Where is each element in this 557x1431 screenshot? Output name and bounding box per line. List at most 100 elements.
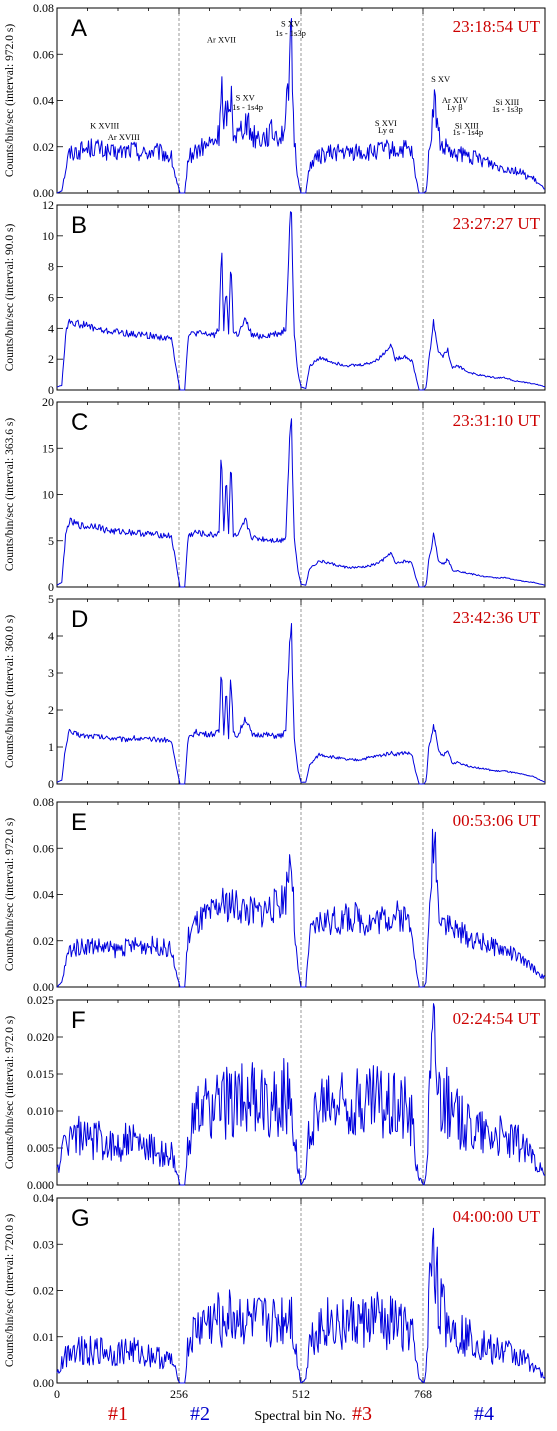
spectral-line-label: Ar XVIII	[108, 132, 140, 142]
y-tick-label: 0.025	[27, 993, 54, 1007]
spectral-line-label: Si XIII	[495, 97, 519, 107]
spectrum-series	[56, 828, 546, 988]
x-axis-title: Spectral bin No.	[254, 1409, 345, 1424]
panel-letter: B	[71, 212, 87, 239]
y-tick-label: 20	[42, 395, 54, 409]
y-tick-label: 6	[48, 291, 54, 305]
y-tick-label: 0.08	[33, 795, 54, 809]
y-tick-label: 3	[48, 666, 54, 680]
spectral-line-label: Ly α	[378, 125, 394, 135]
spectral-line-label: K XVIII	[90, 120, 119, 130]
panel-letter: F	[71, 1007, 86, 1034]
y-tick-label: 5	[48, 592, 54, 606]
y-axis-title: Counts/bin/sec (interval: 363.6 s)	[4, 418, 16, 571]
detector-label: #3	[352, 1403, 372, 1425]
y-tick-label: 0.04	[33, 888, 54, 902]
y-tick-label: 0.02	[33, 934, 54, 948]
y-tick-label: 0	[48, 383, 54, 397]
y-tick-label: 0.06	[33, 841, 54, 855]
panel-letter: E	[71, 809, 87, 836]
y-tick-label: 0.005	[27, 1141, 54, 1155]
y-tick-label: 0.00	[33, 980, 54, 994]
spectrum-series	[56, 1003, 546, 1186]
y-tick-label: 0	[48, 777, 54, 791]
panel-f: 0.000 0.005 0.010 0.015 0.020 0.025 Counts/bin…	[4, 993, 546, 1192]
spectral-line-label: S XVI	[375, 118, 397, 128]
bottom-axis-group: Spectral bin No. 0 256 512 768 #1 #2 #3 #4	[54, 1387, 494, 1425]
detector-label: #4	[474, 1403, 494, 1425]
y-tick-label: 0.08	[33, 1, 54, 15]
spectral-line-label: S XV	[236, 93, 256, 103]
y-axis-title: Counts/bin/sec (interval: 972.0 s)	[4, 1016, 16, 1169]
timestamp-label: 23:31:10 UT	[453, 411, 541, 430]
y-tick-label: 0.06	[33, 47, 54, 61]
x-tick-label: 512	[292, 1387, 310, 1401]
detector-label: #1	[108, 1403, 128, 1425]
detector-label: #2	[190, 1403, 210, 1425]
y-tick-label: 10	[42, 229, 54, 243]
y-axis-title: Counts/bin/sec (interval: 360.0 s)	[4, 615, 16, 768]
panel-c: 0 5 10 15 20 Counts/bin/sec (interval: 363.6 …	[4, 395, 546, 594]
spectral-line-label: 1s - 1s4p	[452, 127, 483, 137]
spectral-line-label: Ar XIV	[442, 95, 469, 105]
timestamp-label: 23:18:54 UT	[453, 17, 541, 36]
y-tick-label: 8	[48, 260, 54, 274]
y-tick-label: 0.00	[33, 186, 54, 200]
timestamp-label: 04:00:00 UT	[453, 1207, 541, 1226]
y-axis-title: Counts/bin/sec (interval: 90.0 s)	[4, 224, 16, 372]
spectral-line-label: Si XIII	[455, 120, 479, 130]
y-tick-label: 0.000	[27, 1178, 54, 1192]
y-tick-label: 0.01	[33, 1330, 54, 1344]
y-tick-label: 4	[48, 629, 54, 643]
y-tick-label: 12	[42, 198, 54, 212]
spectral-line-label: 1s - 1s3p	[492, 104, 523, 114]
spectral-line-label: S XV	[431, 74, 451, 84]
y-tick-label: 0.04	[33, 1191, 54, 1205]
x-tick-label: 768	[414, 1387, 432, 1401]
spectrum-series	[56, 418, 546, 588]
spectral-line-label: Ly β	[447, 102, 462, 112]
spectral-line-label: S XV	[281, 19, 301, 29]
panel-letter: D	[71, 606, 88, 633]
timestamp-label: 23:27:27 UT	[453, 214, 541, 233]
y-tick-label: 1	[48, 740, 54, 754]
spectrum-series	[56, 18, 545, 194]
y-axis-title: Counts/bin/sec (interval: 972.0 s)	[4, 818, 16, 971]
y-tick-label: 2	[48, 703, 54, 717]
timestamp-label: 02:24:54 UT	[453, 1009, 541, 1028]
spectral-line-label: 1s - 1s3p	[275, 28, 306, 38]
panel-e: 0.00 0.02 0.04 0.06 0.08 Counts/bin/sec (inte…	[4, 795, 546, 994]
panel-letter: C	[71, 409, 88, 436]
x-tick-label: 0	[54, 1387, 60, 1401]
timestamp-label: 00:53:06 UT	[453, 811, 541, 830]
panel-letter: G	[71, 1205, 90, 1232]
spectrum-series	[56, 211, 546, 391]
y-axis-title: Counts/bin/sec (interval: 972.0 s)	[4, 24, 16, 177]
spectrum-series	[56, 1227, 546, 1384]
y-tick-label: 0.03	[33, 1237, 54, 1251]
panel-a: 0.00 0.02 0.04 0.06 0.08 Counts/bin/sec (inte…	[4, 1, 546, 200]
panel-letter: A	[71, 15, 87, 42]
y-tick-label: 0	[48, 580, 54, 594]
panel-b: 0 2 4 6 8 10 12 Counts/bin/sec (interval: 90.0 …	[4, 198, 546, 397]
y-tick-label: 2	[48, 352, 54, 366]
y-tick-label: 5	[48, 534, 54, 548]
spectrum-series	[56, 623, 546, 785]
y-axis-title: Counts/bin/sec (interval: 720.0 s)	[4, 1214, 16, 1367]
y-tick-label: 10	[42, 488, 54, 502]
y-tick-label: 0.010	[27, 1104, 54, 1118]
panels-group: 0.00 0.02 0.04 0.06 0.08 Counts/bin/sec (inte…	[4, 1, 546, 1390]
timestamp-label: 23:42:36 UT	[453, 608, 541, 627]
spectral-line-label: 1s - 1s4p	[232, 102, 263, 112]
y-tick-label: 0.02	[33, 140, 54, 154]
panel-d: 0 1 2 3 4 5 Counts/bin/sec (interval: 360.0 s)…	[4, 592, 546, 791]
y-tick-label: 0.00	[33, 1376, 54, 1390]
x-tick-label: 256	[170, 1387, 188, 1401]
spectral-line-label: Ar XVII	[207, 35, 236, 45]
y-tick-label: 0.020	[27, 1030, 54, 1044]
y-tick-label: 4	[48, 321, 54, 335]
panel-g: 0.00 0.01 0.02 0.03 0.04 Counts/bin/sec (inte…	[4, 1191, 546, 1390]
y-tick-label: 15	[42, 441, 54, 455]
y-tick-label: 0.04	[33, 94, 54, 108]
